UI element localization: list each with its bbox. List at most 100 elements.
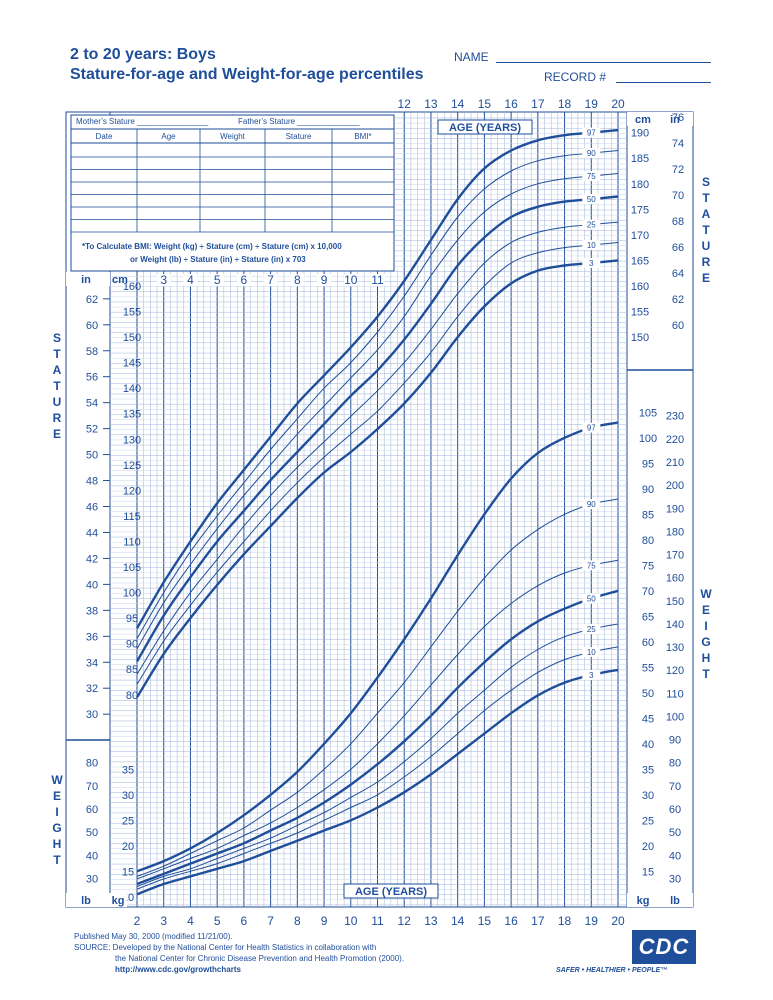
kg-unit-label: kg (112, 895, 125, 907)
weight-percentile-label-p97: 97 (587, 424, 596, 433)
weight-kg-tick-label-right: 20 (642, 841, 654, 853)
kg-unit-label-right: kg (637, 895, 650, 907)
inner-age-tick-label: 6 (241, 273, 248, 287)
weight-axis-title-left: E (53, 789, 61, 803)
weight-kg-tick-label-right: 40 (642, 739, 654, 751)
stature-in-tick-label-right: 76 (672, 112, 684, 124)
weight-lb-tick-label: 80 (86, 758, 98, 770)
stature-label-bg (582, 194, 601, 205)
name-field-line[interactable] (496, 62, 711, 63)
stature-in-tick-label: 38 (86, 605, 98, 617)
weight-lb-tick-label-right: 160 (666, 573, 684, 585)
weight-lb-tick-label-right: 30 (669, 873, 681, 885)
bottom-age-tick-label: 18 (558, 914, 572, 928)
bottom-age-tick-label: 10 (344, 914, 358, 928)
stature-percentile-label-p97: 97 (587, 129, 596, 138)
stature-axis-title-right: E (702, 271, 710, 285)
left-unit-header-bg (66, 272, 110, 286)
stature-in-tick-label: 36 (86, 631, 98, 643)
weight-axis-title-left: T (53, 853, 61, 867)
weight-kg-tick-label-right: 80 (642, 535, 654, 547)
stature-axis-title-right: A (702, 207, 711, 221)
stature-cm-tick-label: 130 (123, 434, 141, 446)
weight-lb-tick-label-right: 220 (666, 434, 684, 446)
record-column-header: Stature (286, 132, 312, 141)
stature-cm-tick-label-right: 165 (631, 255, 649, 267)
stature-in-tick-label-right: 68 (672, 216, 684, 228)
bottom-age-tick-label: 6 (241, 914, 248, 928)
bottom-age-tick-label: 19 (585, 914, 599, 928)
stature-percentile-label-p75: 75 (587, 172, 596, 181)
age-banner-top-bg (437, 119, 533, 135)
inner-age-label-bg (156, 274, 171, 286)
stature-in-tick-label: 50 (86, 450, 98, 462)
lb-unit-label: lb (81, 895, 91, 907)
weight-kg-tick-label-right: 50 (642, 688, 654, 700)
weight-axis-title-left: H (53, 837, 62, 851)
stature-axis-title-left: A (53, 363, 62, 377)
stature-in-tick-label: 46 (86, 502, 98, 514)
bottom-age-tick-label: 12 (398, 914, 412, 928)
inner-age-label-bg (290, 274, 305, 286)
inner-age-tick-label: 9 (321, 273, 328, 287)
weight-lb-tick-label: 60 (86, 804, 98, 816)
weight-lb-tick-label-right: 40 (669, 850, 681, 862)
stature-cm-tick-label-right: 180 (631, 179, 649, 191)
bottom-age-tick-label: 5 (214, 914, 221, 928)
weight-curve-p97 (136, 421, 619, 873)
weight-lb-tick-label-right: 90 (669, 735, 681, 747)
stature-cm-tick-label: 80 (126, 690, 138, 702)
cm-unit-label-right: cm (635, 114, 651, 126)
stature-curve-p10 (136, 242, 619, 685)
stature-in-tick-label-right: 64 (672, 268, 684, 280)
right-unit-footer-bg (627, 893, 693, 907)
chart-title-line2: Stature-for-age and Weight-for-age perce… (70, 66, 424, 83)
stature-in-tick-label: 34 (86, 657, 98, 669)
stature-in-tick-label-right: 74 (672, 138, 684, 150)
left-unit-footer-bg (66, 893, 127, 907)
stature-cm-tick-label: 145 (123, 358, 141, 370)
stature-label-bg (582, 257, 601, 268)
stature-label-bg (582, 171, 601, 182)
weight-kg-tick-label-right: 30 (642, 790, 654, 802)
stature-percentile-label-p10: 10 (587, 241, 596, 250)
weight-curve-p90 (136, 498, 619, 877)
stature-curve-p25 (136, 221, 619, 675)
stature-in-tick-label: 30 (86, 709, 98, 721)
weight-percentile-label-p10: 10 (587, 648, 596, 657)
in-unit-label: in (81, 274, 91, 286)
record-field-line[interactable] (616, 82, 711, 83)
weight-kg-tick-label: 35 (122, 764, 134, 776)
weight-kg-tick-label: 15 (122, 866, 134, 878)
weight-lb-tick-label-right: 210 (666, 457, 684, 469)
weight-kg-tick-label-right: 45 (642, 713, 654, 725)
bottom-age-tick-label: 7 (267, 914, 274, 928)
top-age-tick-label: 17 (531, 97, 545, 111)
weight-kg-tick-label-right: 65 (642, 611, 654, 623)
weight-lb-tick-label-right: 170 (666, 550, 684, 562)
stature-label-bg (582, 219, 601, 230)
stature-cm-tick-label: 105 (123, 562, 141, 574)
bmi-note-line2: or Weight (lb) ÷ Stature (in) ÷ Stature … (130, 255, 306, 264)
weight-axis-title-right: G (701, 635, 710, 649)
weight-lb-tick-label: 70 (86, 781, 98, 793)
growthcharts-link[interactable]: http://www.cdc.gov/growthcharts (115, 965, 241, 974)
stature-axis-title-left: E (53, 427, 61, 441)
stature-cm-tick-label-right: 155 (631, 307, 649, 319)
weight-label-bg (582, 422, 601, 433)
weight-axis-title-left: G (52, 821, 61, 835)
in-unit-label-right: in (670, 114, 680, 126)
stature-cm-tick-label: 120 (123, 485, 141, 497)
bottom-age-tick-label: 4 (187, 914, 194, 928)
weight-kg-tick-label: 25 (122, 815, 134, 827)
weight-lb-tick-label-right: 50 (669, 827, 681, 839)
weight-lb-tick-label-right: 100 (666, 711, 684, 723)
weight-percentile-label-p25: 25 (587, 625, 596, 634)
source-line-1: SOURCE: Developed by the National Center… (74, 943, 377, 952)
stature-in-tick-label: 60 (86, 320, 98, 332)
stature-in-tick-label: 56 (86, 372, 98, 384)
name-label: NAME (454, 50, 489, 64)
stature-axis-title-left: T (53, 379, 61, 393)
weight-lb-tick-label-right: 70 (669, 781, 681, 793)
record-column-header: Weight (220, 132, 246, 141)
